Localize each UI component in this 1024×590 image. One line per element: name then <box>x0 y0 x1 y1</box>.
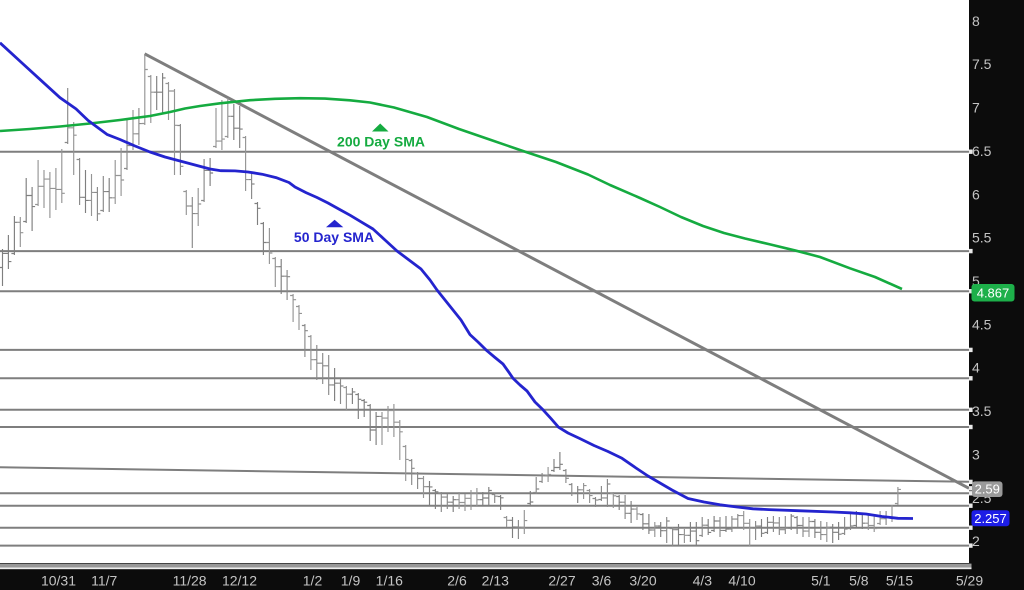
svg-text:1/16: 1/16 <box>376 572 403 588</box>
svg-text:5/15: 5/15 <box>886 572 913 588</box>
svg-text:7.5: 7.5 <box>972 56 992 72</box>
svg-text:3: 3 <box>972 446 980 462</box>
svg-text:6: 6 <box>972 186 980 202</box>
svg-text:7: 7 <box>972 100 980 116</box>
svg-text:200 Day SMA: 200 Day SMA <box>337 134 425 150</box>
svg-text:5/29: 5/29 <box>956 572 983 588</box>
svg-text:11/28: 11/28 <box>173 572 207 588</box>
svg-text:3/20: 3/20 <box>629 572 656 588</box>
svg-text:4.867: 4.867 <box>977 285 1010 300</box>
svg-text:5: 5 <box>972 273 980 289</box>
svg-text:2/13: 2/13 <box>482 572 509 588</box>
svg-text:4/10: 4/10 <box>728 572 755 588</box>
svg-text:2: 2 <box>972 533 980 549</box>
svg-text:5.5: 5.5 <box>972 230 992 246</box>
svg-text:2/27: 2/27 <box>548 572 575 588</box>
svg-text:5/1: 5/1 <box>811 572 831 588</box>
svg-text:11/7: 11/7 <box>91 572 117 588</box>
svg-text:4: 4 <box>972 360 980 376</box>
svg-text:6.5: 6.5 <box>972 143 992 159</box>
svg-text:4/3: 4/3 <box>693 572 713 588</box>
svg-text:50 Day SMA: 50 Day SMA <box>294 229 374 245</box>
svg-text:3.5: 3.5 <box>972 403 992 419</box>
svg-text:8: 8 <box>972 13 980 29</box>
svg-text:12/12: 12/12 <box>222 572 257 588</box>
svg-text:3/6: 3/6 <box>592 572 612 588</box>
svg-text:2.257: 2.257 <box>974 511 1007 526</box>
svg-text:2/6: 2/6 <box>447 572 467 588</box>
svg-text:1/2: 1/2 <box>303 572 323 588</box>
svg-text:4.5: 4.5 <box>972 316 992 332</box>
svg-text:1/9: 1/9 <box>341 572 361 588</box>
svg-text:2.59: 2.59 <box>975 482 1000 497</box>
svg-text:5/8: 5/8 <box>849 572 869 588</box>
svg-text:10/31: 10/31 <box>41 572 76 588</box>
